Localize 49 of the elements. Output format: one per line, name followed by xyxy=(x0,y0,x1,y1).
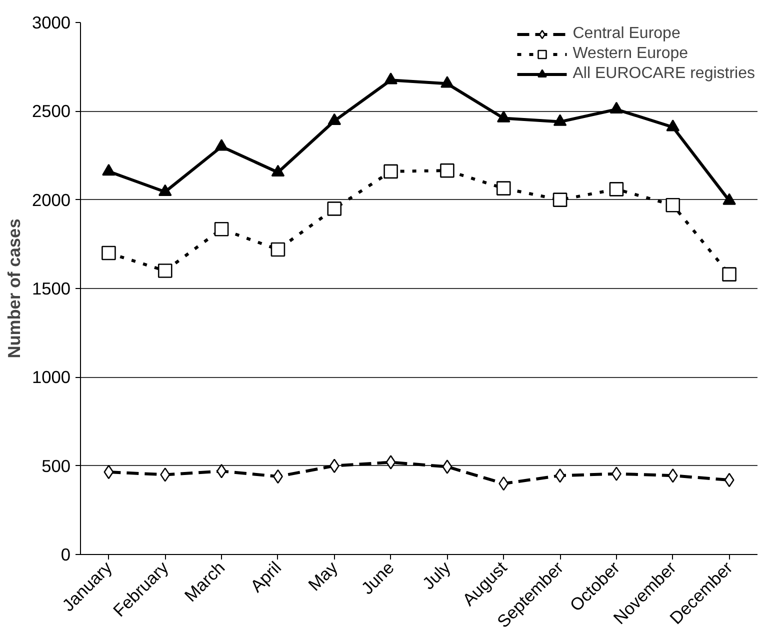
y-tick-label: 3000 xyxy=(32,12,71,32)
point xyxy=(609,182,624,196)
point xyxy=(668,468,678,483)
point xyxy=(722,267,736,282)
point xyxy=(271,164,285,176)
legend-label: Western Europe xyxy=(572,45,688,63)
point xyxy=(440,76,454,88)
y-tick-label: 1000 xyxy=(32,367,71,388)
point xyxy=(216,464,227,478)
point xyxy=(666,120,680,132)
x-tick-label: May xyxy=(304,557,342,595)
point xyxy=(555,468,566,483)
point xyxy=(384,72,398,84)
point xyxy=(442,460,452,474)
point xyxy=(440,163,454,178)
point xyxy=(611,466,622,481)
y-tick-label: 1500 xyxy=(32,278,71,298)
y-tick-label: 0 xyxy=(60,544,71,564)
point xyxy=(384,164,398,179)
point xyxy=(327,202,342,216)
point xyxy=(270,242,286,257)
y-axis-title: Number of cases xyxy=(4,218,24,358)
point xyxy=(496,181,511,196)
x-tick-label: July xyxy=(418,557,455,594)
point xyxy=(102,246,116,260)
point xyxy=(724,472,734,488)
point xyxy=(272,469,283,484)
point xyxy=(102,164,116,176)
point xyxy=(610,102,624,114)
y-tick-label: 500 xyxy=(42,456,71,476)
point xyxy=(386,455,396,470)
point xyxy=(553,114,567,126)
y-tick-label: 2500 xyxy=(32,101,71,122)
point xyxy=(722,193,736,205)
point xyxy=(158,264,172,278)
point xyxy=(214,139,228,151)
point xyxy=(496,110,510,122)
point xyxy=(329,458,340,473)
legend-label: Central Europe xyxy=(572,25,680,43)
point xyxy=(666,198,680,212)
legend-label: All EUROCARE registries xyxy=(572,65,755,83)
point xyxy=(552,192,568,207)
point xyxy=(158,184,172,196)
y-tick-label: 2000 xyxy=(32,190,71,210)
point xyxy=(214,222,229,236)
point xyxy=(328,113,342,126)
point xyxy=(160,468,170,482)
point xyxy=(498,476,509,491)
point xyxy=(104,464,114,480)
